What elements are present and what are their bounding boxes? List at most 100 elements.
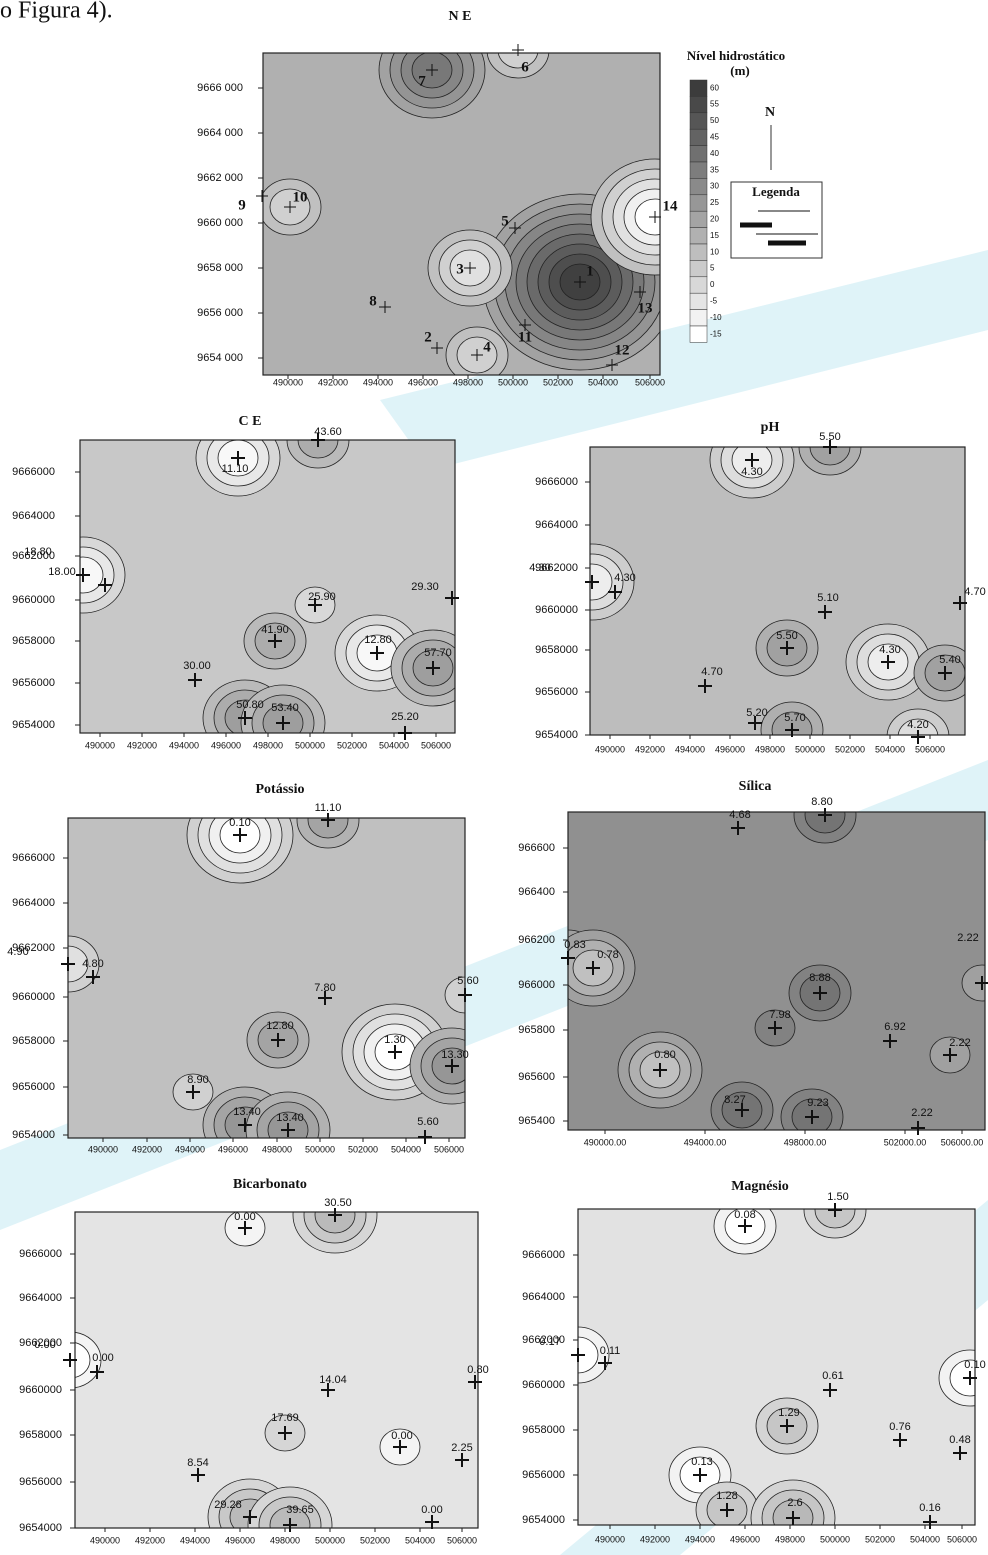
x-tick-label: 494000 [675, 744, 705, 754]
well-value: 4.90 [7, 946, 28, 958]
legend-swatch [690, 178, 707, 194]
legend-swatch [690, 310, 707, 326]
y-tick-label: 9666000 [12, 466, 55, 478]
panel-title: Potássio [256, 782, 305, 797]
y-tick-label: 9660000 [19, 1384, 62, 1396]
well-value: 18.80 [24, 546, 52, 558]
well-value: 4.30 [741, 466, 762, 478]
y-tick-label: 9656000 [12, 1081, 55, 1093]
well-value: 7.98 [769, 1009, 790, 1021]
well-number: 8 [369, 293, 377, 309]
y-tick-label: 9660000 [12, 594, 55, 606]
contour-area [37, 787, 494, 1168]
x-tick-label: 506000 [915, 744, 945, 754]
well-value: 0.80 [654, 1049, 675, 1061]
y-tick-label: 9660000 [12, 991, 55, 1003]
well-value: 1.30 [384, 1034, 405, 1046]
y-tick-label: 9666000 [535, 476, 578, 488]
well-value: 50.80 [236, 699, 264, 711]
x-tick-label: 506000 [447, 1535, 477, 1545]
y-tick-label: 9658000 [12, 1035, 55, 1047]
legend-swatch [690, 113, 707, 129]
well-value: 0.00 [234, 1211, 255, 1223]
y-tick-label: 9654000 [19, 1522, 62, 1534]
well-number: 12 [615, 342, 630, 358]
x-tick-label: 492000 [135, 1535, 165, 1545]
well-value: 0.10 [964, 1359, 985, 1371]
well-value: 5.60 [457, 975, 478, 987]
page: o Figura 4). N E9666 0009664 0009662 000… [0, 0, 988, 1555]
well-value: 14.04 [319, 1374, 347, 1386]
y-tick-label: 9656000 [522, 1469, 565, 1481]
legend-label: 15 [710, 231, 719, 240]
well-value: 0.00 [34, 1339, 55, 1351]
map-background [75, 1212, 478, 1528]
x-tick-label: 502000 [337, 740, 367, 750]
legend-swatch [690, 162, 707, 178]
well-number: 7 [418, 73, 426, 89]
well-value: 0.76 [889, 1421, 910, 1433]
y-tick-label: 9656000 [535, 686, 578, 698]
north-label: N [765, 105, 775, 120]
well-value: 0.13 [691, 1456, 712, 1468]
x-tick-label: 504000 [405, 1535, 435, 1545]
well-value: 29.28 [214, 1499, 242, 1511]
y-tick-label: 966000 [518, 979, 555, 991]
well-value: 1.50 [827, 1191, 848, 1203]
panel-title: pH [761, 420, 780, 435]
x-tick-label: 498000 [262, 1144, 292, 1154]
well-value: 11.10 [315, 802, 342, 814]
well-number: 9 [238, 197, 246, 213]
well-value: 0.16 [919, 1502, 940, 1514]
well-value: 1.29 [778, 1407, 799, 1419]
well-value: 5.50 [819, 431, 840, 443]
map-panel: Potássio96660009664000966200096600009658… [7, 782, 494, 1168]
y-tick-label: 9654000 [12, 1129, 55, 1141]
well-value: 2.25 [451, 1442, 472, 1454]
x-tick-label: 494000 [685, 1534, 715, 1544]
well-value: 8.88 [809, 972, 830, 984]
y-tick-label: 9664000 [12, 510, 55, 522]
x-tick-label: 492000 [318, 377, 348, 387]
well-number: 10 [293, 189, 308, 205]
well-value: 0.08 [734, 1209, 755, 1221]
well-value: 0.61 [822, 1370, 843, 1382]
well-value: 4.70 [701, 666, 722, 678]
well-value: 5.10 [817, 592, 838, 604]
map-panel: Magnésio96660009664000966200096600009658… [522, 1179, 988, 1555]
x-tick-label: 492000 [635, 744, 665, 754]
x-tick-label: 502000 [360, 1535, 390, 1545]
x-tick-label: 490000 [273, 377, 303, 387]
x-tick-label: 502000 [865, 1534, 895, 1544]
well-value: 6.92 [884, 1021, 905, 1033]
well-number: 1 [586, 263, 594, 279]
x-tick-label: 502000.00 [884, 1137, 927, 1147]
well-value: 1.28 [716, 1490, 737, 1502]
x-tick-label: 492000 [132, 1144, 162, 1154]
x-tick-label: 504000 [588, 377, 618, 387]
y-tick-label: 9656000 [12, 677, 55, 689]
well-value: 4.70 [964, 586, 985, 598]
legend-label: 45 [710, 133, 719, 142]
well-value: 0.00 [391, 1430, 412, 1442]
well-value: 7.80 [314, 982, 335, 994]
map-background [578, 1209, 975, 1525]
legend-swatch [690, 195, 707, 211]
x-tick-label: 490000 [595, 744, 625, 754]
well-value: 25.90 [308, 591, 336, 603]
legend-label: 40 [710, 149, 719, 158]
y-tick-label: 9666000 [19, 1248, 62, 1260]
x-tick-label: 496000 [225, 1535, 255, 1545]
y-tick-label: 9662 000 [197, 172, 243, 184]
legend-swatch [690, 129, 707, 145]
x-tick-label: 506000.00 [941, 1137, 984, 1147]
well-value: 2.6 [787, 1497, 802, 1509]
legend-label: 0 [710, 280, 715, 289]
well-value: 4.30 [614, 572, 635, 584]
well-number: 6 [521, 59, 529, 75]
well-value: 4.20 [907, 719, 928, 731]
x-tick-label: 500000 [315, 1535, 345, 1545]
y-tick-label: 9654000 [535, 729, 578, 741]
x-tick-label: 496000 [730, 1534, 760, 1544]
x-tick-label: 498000 [270, 1535, 300, 1545]
